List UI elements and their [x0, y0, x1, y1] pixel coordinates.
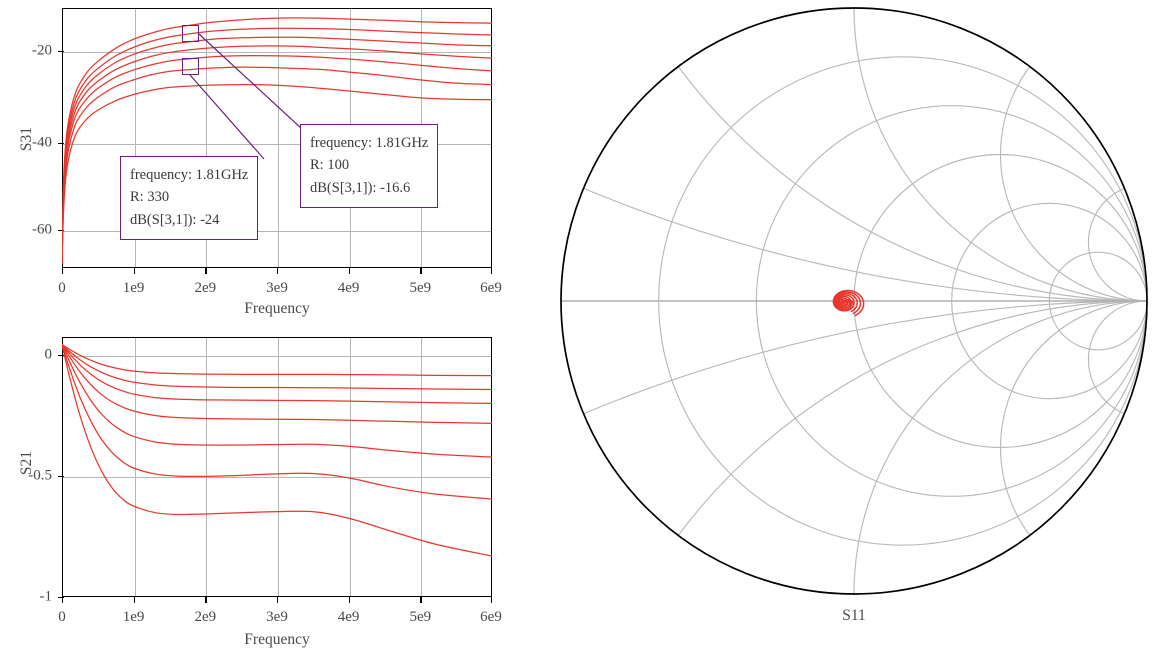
s21-gridline-x [134, 338, 136, 596]
s21-gridline-x [421, 338, 423, 596]
trace-R300 [62, 343, 492, 405]
s21-x-ticklabel: 2e9 [194, 609, 217, 625]
s31-x-ticklabel: 3e9 [266, 280, 288, 296]
trace-R150 [62, 343, 492, 500]
s31-x-ticklabel: 2e9 [194, 280, 217, 296]
s21-x-tick [491, 597, 493, 603]
s21-y-ticklabel: -0.5 [28, 467, 52, 484]
s31-y-ticklabel: -60 [32, 221, 52, 238]
s31-x-tick [491, 268, 493, 274]
smith-reactance-arc [561, 300, 1147, 594]
trace-R100 [62, 343, 492, 557]
trace-R200 [62, 343, 492, 458]
s31-gridline-y [63, 231, 491, 232]
s31-marker-box-r100[interactable] [182, 25, 199, 42]
s21-gridline-x [349, 338, 351, 596]
trace-R200 [62, 36, 492, 264]
s31-callout-r330[interactable]: frequency: 1.81GHz R: 330 dB(S[3,1]): -2… [120, 156, 259, 241]
s21-x-axis-title: Frequency [244, 631, 310, 648]
s21-y-ticklabel: 0 [44, 346, 53, 363]
s21-gridline-x [278, 338, 279, 596]
s21-x-tick [277, 597, 279, 603]
callout-r100-line1: frequency: 1.81GHz [310, 135, 429, 151]
s31-x-axis-title: Frequency [244, 300, 310, 317]
s21-x-tick [62, 597, 64, 603]
trace-R150 [62, 27, 492, 264]
callout-r330-line1: frequency: 1.81GHz [130, 167, 249, 183]
smith-reactance-arc [853, 8, 1147, 302]
smith-outer-circle [560, 7, 1148, 595]
s31-marker-box-r330[interactable] [182, 58, 199, 75]
trace-R100 [62, 17, 492, 264]
s31-x-ticklabel: 0 [58, 280, 66, 296]
s21-y-tick [58, 476, 64, 478]
smith-reactance-arc [561, 8, 1147, 302]
s31-x-tick [420, 268, 422, 274]
s31-x-tick [348, 268, 350, 274]
s31-curve-layer [62, 17, 492, 264]
smith-trace-group [832, 289, 865, 317]
s31-x-ticklabel: 1e9 [122, 280, 145, 296]
s31-gridline-x [278, 9, 279, 267]
s31-y-tick [58, 230, 64, 232]
smith-reactance-arc [999, 300, 1147, 594]
callout-r100-line2: R: 100 [310, 157, 350, 174]
s31-gridline-x [134, 9, 136, 267]
s21-y-tick [58, 355, 64, 357]
s31-y-tick [58, 51, 64, 53]
s31-panel: S31 -20 -40 -60 0 1e9 2e9 3e9 4e9 5e9 6e… [0, 0, 520, 320]
smith-chart-label: S11 [842, 607, 866, 624]
s21-x-tick [205, 597, 207, 603]
s21-x-tick [348, 597, 350, 603]
callout-r330-line3: dB(S[3,1]): -24 [130, 211, 220, 228]
smith-chart-svg[interactable] [540, 0, 1154, 653]
s21-curve-layer [62, 343, 492, 557]
s31-y-tick [58, 143, 64, 145]
s21-x-tick [133, 597, 135, 603]
s21-y-tick [58, 597, 64, 599]
trace-R470 [62, 83, 492, 264]
s31-x-ticklabel: 5e9 [409, 280, 432, 296]
s21-gridline-y [63, 477, 491, 478]
s31-y-ticklabel: -20 [32, 42, 52, 59]
s21-y-ticklabel: -1 [39, 588, 53, 605]
s31-y-ticklabel: -40 [32, 134, 52, 151]
s31-x-ticklabel: 4e9 [337, 280, 360, 296]
s21-gridline-y [63, 356, 491, 357]
callout-r100-line3: dB(S[3,1]): -16.6 [310, 179, 411, 196]
s31-gridline-y [63, 144, 491, 145]
s31-callout-r100[interactable]: frequency: 1.81GHz R: 100 dB(S[3,1]): -1… [300, 124, 439, 209]
s31-x-tick [133, 268, 135, 274]
s21-x-ticklabel: 6e9 [480, 609, 502, 625]
s21-gridline-x [206, 338, 208, 596]
s21-panel: S21 0 -0.5 -1 0 1e9 2e9 3e9 4e9 5e9 6e9 … [0, 329, 520, 653]
s31-x-tick [277, 268, 279, 274]
s31-x-tick [205, 268, 207, 274]
smith-reactance-arc [999, 8, 1147, 302]
callout-r330-line2: R: 330 [130, 189, 170, 206]
s21-x-ticklabel: 4e9 [337, 609, 360, 625]
trace-R330 [62, 343, 492, 391]
s21-x-tick [420, 597, 422, 603]
smith-reactance-arc [1087, 300, 1147, 419]
smith-reactance-arc [1087, 183, 1147, 302]
s21-x-ticklabel: 5e9 [409, 609, 432, 625]
trace-R470 [62, 343, 492, 377]
trace-R250 [62, 343, 492, 424]
s31-x-ticklabel: 6e9 [480, 280, 502, 296]
trace-R330 [62, 66, 492, 264]
smith-chart-panel: S11 [540, 0, 1154, 653]
s21-x-ticklabel: 3e9 [266, 609, 288, 625]
trace-R300 [62, 55, 492, 264]
trace-R250 [62, 45, 492, 264]
s21-x-ticklabel: 1e9 [122, 609, 145, 625]
s31-x-tick [62, 268, 64, 274]
s21-plot-frame [62, 337, 492, 597]
s21-x-ticklabel: 0 [58, 609, 66, 625]
smith-trace [832, 289, 865, 317]
